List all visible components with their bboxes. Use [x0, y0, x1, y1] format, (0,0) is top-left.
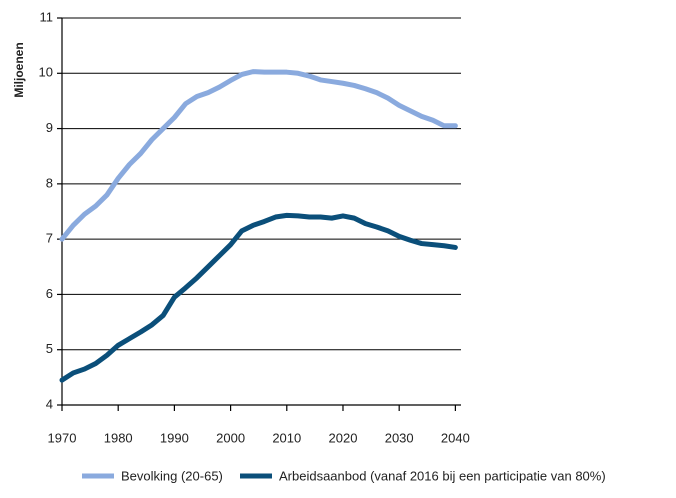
y-tick-label: 10: [39, 65, 53, 80]
line-series: [59, 212, 458, 383]
y-tick-label: 9: [46, 120, 53, 135]
y-tick-label: 6: [46, 286, 53, 301]
y-tick-label: 7: [46, 231, 53, 246]
x-tick-label: 1990: [160, 430, 189, 445]
y-tick-label: 5: [46, 341, 53, 356]
y-tick-label: 11: [40, 9, 54, 24]
y-axis-label: Miljoenen: [12, 42, 26, 97]
x-tick-label: 2020: [329, 430, 358, 445]
x-tick-label: 2030: [385, 430, 414, 445]
y-tick-label: 8: [46, 175, 53, 190]
y-tick-label: 4: [46, 396, 53, 411]
x-tick-label: 1970: [48, 430, 77, 445]
legend-label: Bevolking (20-65): [121, 468, 223, 483]
x-tick-label: 2040: [441, 430, 470, 445]
line-series: [59, 69, 458, 242]
x-tick-label: 2000: [216, 430, 245, 445]
x-tick-label: 1980: [104, 430, 133, 445]
legend-label: Arbeidsaanbod (vanaf 2016 bij een partic…: [279, 468, 606, 483]
x-tick-label: 2010: [272, 430, 301, 445]
